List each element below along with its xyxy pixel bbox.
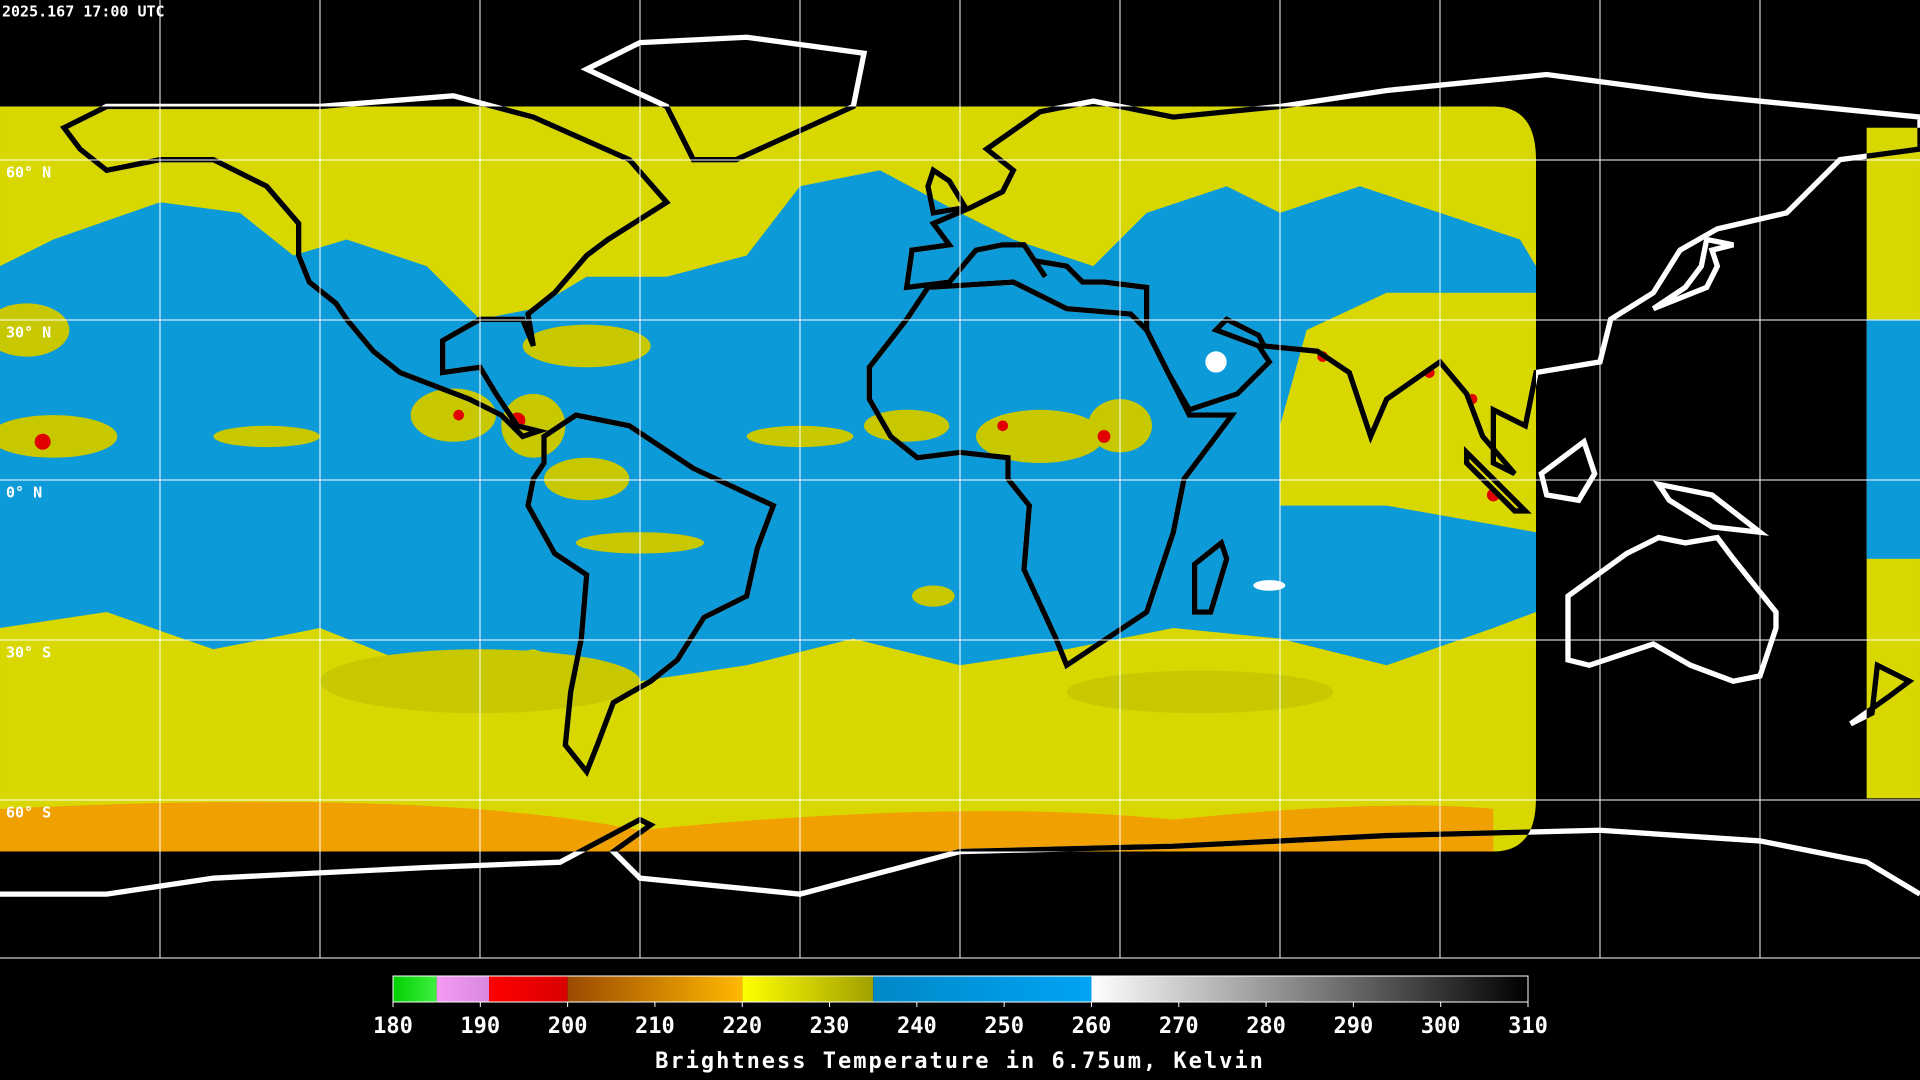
lat-label: 60° N	[6, 164, 51, 182]
colorbar-tick-label: 270	[1159, 1014, 1199, 1039]
colorbar-segment	[1091, 976, 1528, 1002]
colorbar-tick-label: 220	[722, 1014, 762, 1039]
graticule	[0, 0, 1920, 958]
colorbar-tick-label: 190	[460, 1014, 500, 1039]
colorbar-tick-label: 200	[548, 1014, 588, 1039]
colorbar-tick-label: 300	[1421, 1014, 1461, 1039]
colorbar-tick-label: 240	[897, 1014, 937, 1039]
timestamp: 2025.167 17:00 UTC	[2, 3, 165, 21]
imagery	[0, 37, 1920, 894]
colorbar-border	[392, 975, 1529, 1003]
colorbar-tick-label: 250	[984, 1014, 1024, 1039]
lat-label: 0° N	[6, 484, 42, 502]
colorbar-segment	[567, 976, 743, 1002]
colorbar-title: Brightness Temperature in 6.75um, Kelvin	[655, 1049, 1265, 1074]
colorbar-tick-label: 290	[1334, 1014, 1374, 1039]
lat-label: 60° S	[6, 804, 51, 822]
colorbar-tick-label: 310	[1508, 1014, 1548, 1039]
colorbar-segment	[742, 976, 874, 1002]
moist-band	[1866, 319, 1920, 559]
colorbar-tick-label: 260	[1072, 1014, 1112, 1039]
colorbar-segment	[393, 976, 437, 1002]
colorbar-tick-label: 210	[635, 1014, 675, 1039]
lat-label: 30° S	[6, 644, 51, 662]
colorbar-tick-label: 180	[373, 1014, 413, 1039]
moist-band	[0, 170, 1536, 682]
lat-label: 30° N	[6, 324, 51, 342]
colorbar-segment	[873, 976, 1092, 1002]
dry-spots	[1205, 351, 1286, 591]
colorbar-segment	[489, 976, 568, 1002]
colorbar-segment	[436, 976, 490, 1002]
colorbar-tick-label: 230	[810, 1014, 850, 1039]
colorbar-tick-label: 280	[1246, 1014, 1286, 1039]
